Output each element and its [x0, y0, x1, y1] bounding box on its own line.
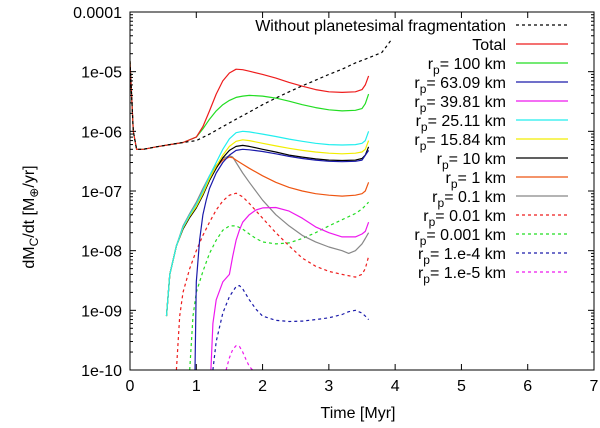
series-line-6 — [165, 139, 370, 317]
legend-label-5: rp= 25.11 km — [416, 113, 506, 134]
y-axis-title: dMC/dt [M⊕/yr] — [21, 165, 41, 268]
x-tick-label: 5 — [457, 378, 466, 395]
legend-label-8: rp= 1 km — [446, 170, 506, 191]
x-tick-label: 7 — [590, 378, 599, 395]
plot-series-group — [130, 38, 393, 370]
legend-label-13: rp= 1.e-5 km — [418, 265, 506, 286]
x-axis-title: Time [Myr] — [321, 405, 396, 422]
x-tick-label: 3 — [324, 378, 333, 395]
series-line-7 — [165, 144, 370, 317]
series-line-3 — [194, 148, 370, 370]
legend-label-3: rp= 63.09 km — [414, 75, 506, 96]
series-line-4 — [210, 206, 370, 370]
x-tick-label: 4 — [391, 378, 400, 395]
x-tick-label: 1 — [192, 378, 201, 395]
series-line-1 — [130, 61, 370, 150]
series-line-10 — [175, 192, 370, 370]
x-tick-label: 6 — [523, 378, 532, 395]
axis-ticks: 0 1 2 3 4 5 6 7 1e-10 1e-09 1e-08 1e-07 1e-06 1e-05 0.… — [73, 5, 598, 395]
plot-frame — [129, 11, 595, 371]
legend-label-7: rp= 10 km — [437, 151, 506, 172]
x-tick-label: 2 — [258, 378, 267, 395]
y-tick-label: 1e-05 — [81, 65, 122, 82]
series-line-13 — [225, 345, 254, 370]
legend-label-11: rp= 0.001 km — [414, 227, 506, 248]
y-tick-label: 1e-10 — [81, 363, 122, 380]
y-tick-label: 1e-07 — [81, 184, 122, 201]
legend-label-1: Total — [472, 37, 506, 54]
legend-label-0: Without planetesimal fragmentation — [255, 18, 506, 35]
y-tick-label: 0.0001 — [73, 5, 122, 22]
series-line-9 — [165, 155, 370, 317]
legend-label-12: rp= 1.e-4 km — [418, 246, 506, 267]
y-tick-label: 1e-08 — [81, 244, 122, 261]
legend-label-2: rp= 100 km — [428, 56, 506, 77]
series-line-0 — [130, 38, 393, 150]
x-tick-label: 0 — [126, 378, 135, 395]
legend: Without planetesimal fragmentation Total r… — [255, 18, 568, 286]
series-line-2 — [130, 61, 370, 150]
series-line-12 — [212, 285, 370, 370]
series-line-5 — [165, 130, 370, 317]
series-line-11 — [189, 201, 370, 370]
legend-label-10: rp= 0.01 km — [423, 208, 506, 229]
legend-label-9: rp= 0.1 km — [432, 189, 506, 210]
legend-label-6: rp= 15.84 km — [414, 132, 506, 153]
legend-label-4: rp= 39.81 km — [414, 94, 506, 115]
y-tick-label: 1e-06 — [81, 124, 122, 141]
y-tick-label: 1e-09 — [81, 303, 122, 320]
